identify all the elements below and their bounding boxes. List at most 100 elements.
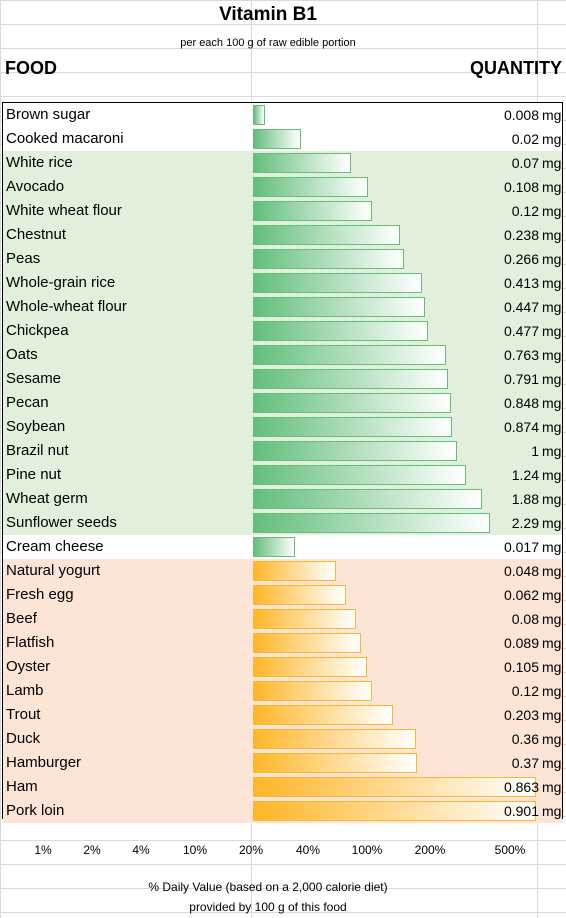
quantity-value: 0.203 [503, 707, 539, 723]
table-row: Ham 0.863 mg [3, 775, 562, 799]
table-row: Oyster 0.105 mg [3, 655, 562, 679]
food-name: Oats [6, 346, 38, 363]
quantity-unit: mg [542, 755, 562, 771]
quantity-value: 0.763 [503, 347, 539, 363]
bar-beef [253, 609, 357, 629]
quantity-unit: mg [542, 707, 562, 723]
bar-wheat-germ [253, 489, 483, 509]
bar-cooked-macaroni [253, 129, 302, 149]
table-row: Brazil nut 1 mg [3, 439, 562, 463]
quantity-unit: mg [542, 539, 562, 555]
x-tick-label: 2% [83, 843, 101, 857]
food-name: Flatfish [6, 634, 55, 651]
quantity-value: 0.008 [503, 107, 539, 123]
quantity-unit: mg [542, 323, 562, 339]
food-name: Sunflower seeds [6, 514, 117, 531]
quantity-value: 0.089 [503, 635, 539, 651]
quantity-unit: mg [542, 299, 562, 315]
chart-title: Vitamin B1 [219, 4, 317, 25]
quantity-unit: mg [542, 131, 562, 147]
food-name: Chestnut [6, 226, 67, 243]
x-tick-label: 4% [132, 843, 150, 857]
bar-sesame [253, 369, 448, 389]
quantity-value: 0.863 [503, 779, 539, 795]
food-name: Trout [6, 706, 41, 723]
quantity-value: 2.29 [511, 515, 539, 531]
table-row: Whole-grain rice 0.413 mg [3, 271, 562, 295]
quantity-unit: mg [542, 515, 562, 531]
bar-oats [253, 345, 447, 365]
x-tick-label: 1% [34, 843, 52, 857]
table-row: Natural yogurt 0.048 mg [3, 559, 562, 583]
quantity-unit: mg [542, 203, 562, 219]
quantity-value: 0.017 [503, 539, 539, 555]
quantity-unit: mg [542, 683, 562, 699]
table-row: Sesame 0.791 mg [3, 367, 562, 391]
quantity-value: 0.37 [511, 755, 539, 771]
table-row: Pine nut 1.24 mg [3, 463, 562, 487]
food-name: Avocado [6, 178, 65, 195]
food-name: Pecan [6, 394, 49, 411]
table-row: Peas 0.266 mg [3, 247, 562, 271]
table-row: White wheat flour 0.12 mg [3, 199, 562, 223]
quantity-unit: mg [542, 587, 562, 603]
bar-chestnut [253, 225, 400, 245]
bar-sunflower-seeds [253, 513, 491, 533]
food-name: Cream cheese [6, 538, 104, 555]
food-name: Natural yogurt [6, 562, 101, 579]
quantity-unit: mg [542, 155, 562, 171]
bar-cream-cheese [253, 537, 295, 557]
food-table: Brown sugar 0.008 mg Cooked macaroni 0.02 mg W… [2, 102, 563, 823]
x-tick-label: 500% [494, 843, 526, 857]
bar-hamburger [253, 753, 418, 773]
quantity-unit: mg [542, 611, 562, 627]
bar-fresh-egg [253, 585, 347, 605]
bar-white-wheat-flour [253, 201, 373, 221]
table-row: Pork loin 0.901 mg [3, 799, 562, 823]
x-tick-label: 10% [182, 843, 208, 857]
footnote-line-2: provided by 100 g of this food [189, 900, 347, 914]
quantity-value: 0.108 [503, 179, 539, 195]
quantity-value: 0.12 [511, 203, 539, 219]
food-name: Lamb [6, 682, 44, 699]
table-row: Lamb 0.12 mg [3, 679, 562, 703]
x-tick-label: 40% [295, 843, 321, 857]
food-name: Soybean [6, 418, 66, 435]
food-name: Peas [6, 250, 41, 267]
bar-white-rice [253, 153, 351, 173]
quantity-value: 0.062 [503, 587, 539, 603]
food-name: Whole-wheat flour [6, 298, 127, 315]
quantity-unit: mg [542, 371, 562, 387]
food-name: Cooked macaroni [6, 130, 124, 147]
table-row: Brown sugar 0.008 mg [3, 103, 562, 127]
quantity-unit: mg [542, 395, 562, 411]
food-name: White rice [6, 154, 73, 171]
table-row: Fresh egg 0.062 mg [3, 583, 562, 607]
bar-whole-wheat-flour [253, 297, 425, 317]
x-tick-label: 100% [351, 843, 383, 857]
bar-trout [253, 705, 394, 725]
quantity-value: 1 [531, 443, 539, 459]
food-name: Brazil nut [6, 442, 69, 459]
quantity-value: 0.266 [503, 251, 539, 267]
table-row: Whole-wheat flour 0.447 mg [3, 295, 562, 319]
table-row: Beef 0.08 mg [3, 607, 562, 631]
quantity-unit: mg [542, 563, 562, 579]
table-row: Soybean 0.874 mg [3, 415, 562, 439]
table-row: Hamburger 0.37 mg [3, 751, 562, 775]
quantity-unit: mg [542, 467, 562, 483]
table-row: Avocado 0.108 mg [3, 175, 562, 199]
quantity-unit: mg [542, 443, 562, 459]
quantity-value: 0.848 [503, 395, 539, 411]
food-name: Ham [6, 778, 38, 795]
bar-avocado [253, 177, 369, 197]
bar-oyster [253, 657, 368, 677]
food-name: Pine nut [6, 466, 62, 483]
footnote-line-1: % Daily Value (based on a 2,000 calorie … [148, 880, 388, 894]
quantity-unit: mg [542, 107, 562, 123]
quantity-value: 0.901 [503, 803, 539, 819]
bar-peas [253, 249, 405, 269]
table-row: Trout 0.203 mg [3, 703, 562, 727]
quantity-value: 0.413 [503, 275, 539, 291]
table-row: Cream cheese 0.017 mg [3, 535, 562, 559]
